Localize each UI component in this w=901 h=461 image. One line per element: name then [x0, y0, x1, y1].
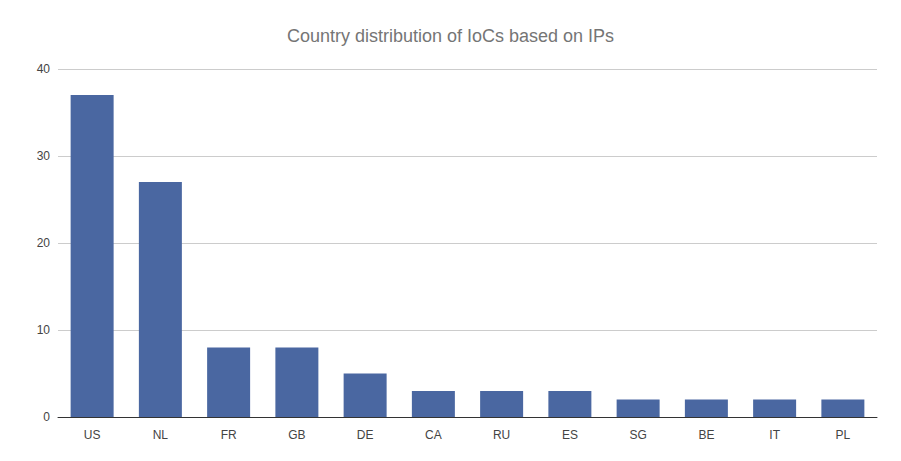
- svg-text:GB: GB: [288, 428, 305, 442]
- svg-text:DE: DE: [357, 428, 374, 442]
- svg-text:40: 40: [37, 62, 51, 76]
- svg-text:ES: ES: [562, 428, 578, 442]
- svg-text:BE: BE: [698, 428, 714, 442]
- svg-text:10: 10: [37, 323, 51, 337]
- svg-text:NL: NL: [153, 428, 169, 442]
- svg-text:RU: RU: [493, 428, 510, 442]
- svg-text:Country distribution of IoCs b: Country distribution of IoCs based on IP…: [287, 26, 614, 46]
- svg-text:IT: IT: [769, 428, 780, 442]
- svg-text:PL: PL: [836, 428, 851, 442]
- svg-text:20: 20: [37, 236, 51, 250]
- svg-text:FR: FR: [221, 428, 237, 442]
- svg-text:CA: CA: [425, 428, 442, 442]
- svg-text:30: 30: [37, 149, 51, 163]
- svg-text:0: 0: [43, 410, 50, 424]
- svg-text:US: US: [84, 428, 101, 442]
- svg-text:SG: SG: [629, 428, 646, 442]
